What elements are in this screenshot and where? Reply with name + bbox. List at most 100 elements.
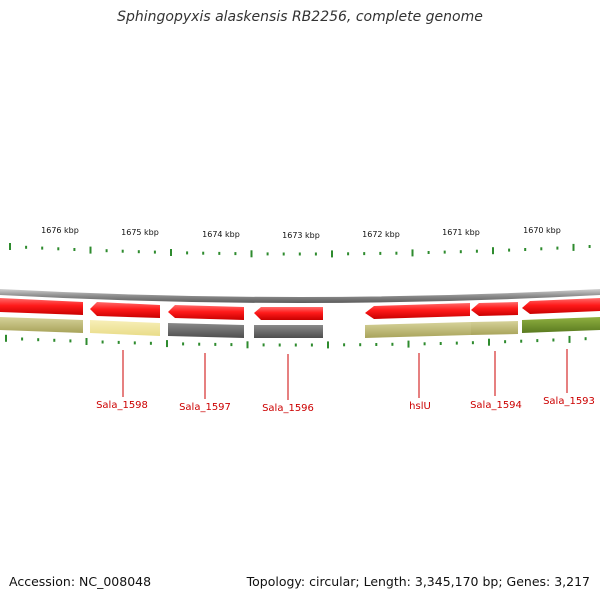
major-tick [488, 338, 490, 346]
major-tick [250, 250, 253, 258]
major-tick [85, 338, 88, 345]
minor-tick [524, 248, 527, 251]
minor-tick [282, 252, 285, 256]
inner-tick-row [5, 334, 587, 349]
minor-tick [214, 342, 217, 346]
minor-tick [540, 247, 543, 251]
scale-label: 1670 kbp [523, 226, 561, 235]
gene-label: Sala_1596 [262, 403, 314, 414]
genome-backbone [0, 289, 600, 303]
minor-tick [379, 251, 382, 255]
minor-tick [149, 341, 152, 345]
minor-tick [310, 343, 313, 347]
major-tick [5, 334, 7, 342]
gene-label: Sala_1597 [179, 402, 231, 413]
minor-tick [471, 341, 474, 345]
minor-tick [133, 341, 136, 345]
major-tick [170, 249, 172, 256]
cds-arrow [522, 298, 600, 314]
minor-tick [294, 343, 297, 347]
minor-tick [584, 337, 587, 341]
gene-label: hslU [409, 401, 431, 412]
minor-tick [343, 343, 346, 347]
major-tick [327, 341, 329, 349]
scale-label: 1671 kbp [442, 228, 480, 237]
major-tick [89, 246, 92, 254]
gene-label: Sala_1598 [96, 400, 148, 411]
minor-tick [37, 338, 40, 342]
gene-leaders [122, 349, 568, 400]
minor-tick [298, 252, 301, 256]
minor-tick [230, 343, 233, 347]
cds-arrow [90, 302, 160, 318]
minor-tick [218, 251, 221, 255]
minor-tick [53, 338, 56, 342]
major-tick [246, 341, 249, 349]
track-segment [168, 323, 244, 338]
minor-tick [391, 342, 394, 346]
minor-tick [520, 339, 523, 343]
minor-tick [266, 252, 269, 256]
minor-tick [588, 245, 591, 248]
scale-label: 1674 kbp [202, 230, 240, 239]
scale-label: 1672 kbp [362, 230, 400, 239]
minor-tick [25, 245, 28, 249]
track-segment [254, 325, 323, 338]
minor-tick [198, 342, 201, 346]
minor-tick [278, 343, 281, 347]
scale-label: 1673 kbp [282, 231, 320, 240]
cds-arrow [254, 307, 323, 320]
gene-label: Sala_1593 [543, 396, 595, 407]
major-tick [568, 335, 571, 343]
accession-text: Accession: NC_008048 [9, 574, 152, 589]
minor-tick [137, 250, 140, 254]
minor-tick [363, 252, 366, 256]
minor-tick [536, 339, 539, 343]
minor-tick [552, 338, 555, 342]
minor-tick [459, 250, 462, 254]
major-tick [331, 250, 333, 258]
minor-tick [121, 249, 124, 253]
map-title: Sphingopyxis alaskensis RB2256, complete… [117, 9, 483, 25]
cds-arrow [471, 302, 518, 316]
minor-tick [504, 340, 507, 344]
track-segment [365, 322, 471, 338]
minor-tick [475, 249, 478, 253]
minor-tick [234, 252, 237, 256]
minor-tick [182, 342, 185, 346]
minor-tick [262, 343, 265, 347]
track-segment [522, 317, 600, 333]
minor-tick [153, 250, 156, 254]
minor-tick [439, 342, 442, 345]
minor-tick [347, 252, 350, 256]
genome-summary-text: Topology: circular; Length: 3,345,170 bp… [246, 574, 590, 589]
major-tick [492, 247, 494, 255]
minor-tick [375, 343, 378, 346]
major-tick [166, 340, 168, 348]
scale-label: 1675 kbp [121, 228, 159, 237]
major-tick [572, 243, 575, 251]
minor-tick [21, 337, 24, 341]
minor-tick [455, 341, 458, 345]
cds-arrow [0, 298, 83, 315]
category-track [0, 317, 600, 338]
minor-tick [427, 251, 430, 254]
minor-tick [105, 249, 108, 253]
minor-tick [508, 248, 511, 252]
minor-tick [395, 251, 398, 255]
minor-tick [41, 246, 44, 250]
scale-label: 1676 kbp [41, 226, 79, 235]
minor-tick [101, 340, 104, 344]
minor-tick [57, 247, 60, 251]
outer-tick-row [9, 243, 591, 258]
cds-track [0, 298, 600, 320]
minor-tick [443, 250, 446, 254]
minor-tick [556, 246, 559, 250]
minor-tick [423, 342, 426, 346]
minor-tick [359, 343, 362, 347]
track-segment [0, 317, 83, 333]
cds-arrow [365, 303, 470, 319]
gene-label: Sala_1594 [470, 400, 522, 411]
minor-tick [73, 248, 76, 251]
